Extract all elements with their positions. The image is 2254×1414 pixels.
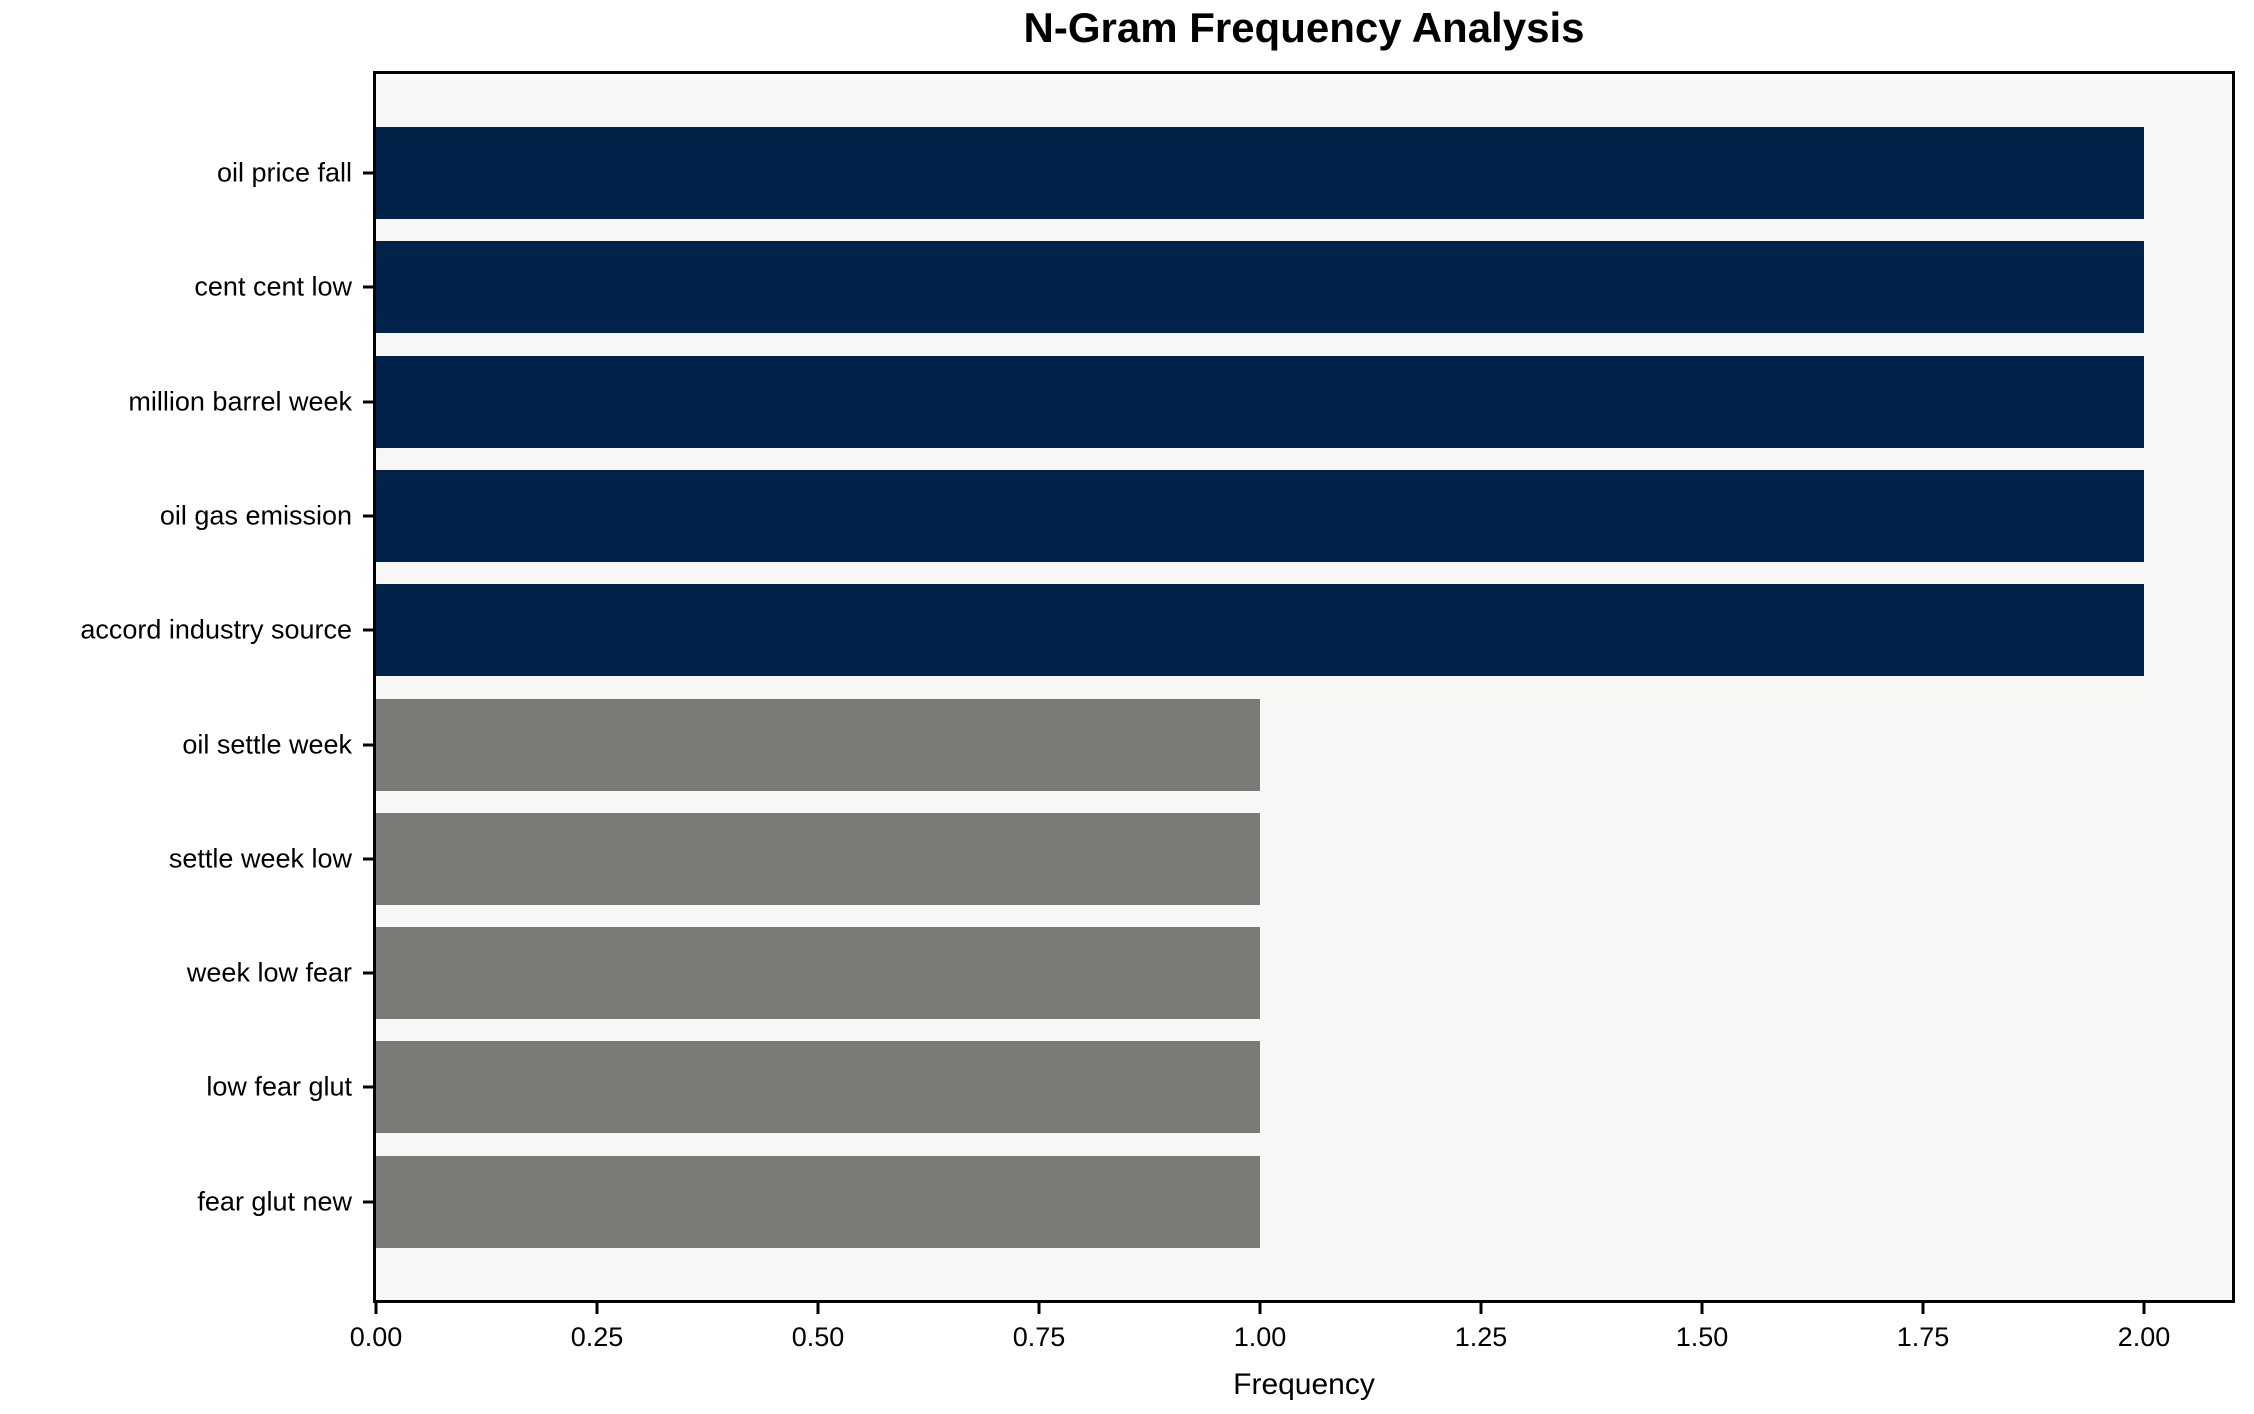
y-tick-mark bbox=[363, 171, 373, 175]
y-tick-mark bbox=[363, 743, 373, 747]
x-tick-label-1.25: 1.25 bbox=[1454, 1322, 1508, 1352]
y-tick-mark bbox=[363, 285, 373, 289]
x-tick-label-0.00: 0.00 bbox=[349, 1322, 403, 1352]
y-tick-label-low-fear-glut: low fear glut bbox=[206, 1071, 352, 1102]
bar-oil-price-fall bbox=[376, 127, 2144, 219]
x-tick-mark bbox=[1479, 1303, 1483, 1314]
y-tick-label-cent-cent-low: cent cent low bbox=[194, 271, 352, 302]
y-tick-mark bbox=[363, 628, 373, 632]
chart-title: N-Gram Frequency Analysis bbox=[1023, 4, 1585, 51]
x-tick-label-0.75: 0.75 bbox=[1012, 1322, 1066, 1352]
bar-million-barrel-week bbox=[376, 356, 2144, 448]
plot-area bbox=[373, 71, 2235, 1303]
y-tick-label-accord-industry-source: accord industry source bbox=[80, 614, 352, 645]
x-tick-label-1.00: 1.00 bbox=[1233, 1322, 1287, 1352]
y-tick-mark bbox=[363, 400, 373, 404]
y-tick-label-million-barrel-week: million barrel week bbox=[128, 386, 352, 417]
x-tick-mark bbox=[816, 1303, 820, 1314]
bar-cent-cent-low bbox=[376, 241, 2144, 333]
x-tick-mark bbox=[1258, 1303, 1262, 1314]
x-tick-mark bbox=[2142, 1303, 2146, 1314]
y-tick-mark bbox=[363, 1085, 373, 1089]
x-tick-mark bbox=[1700, 1303, 1704, 1314]
bar-oil-gas-emission bbox=[376, 470, 2144, 562]
y-tick-mark bbox=[363, 1200, 373, 1204]
y-tick-mark bbox=[363, 971, 373, 975]
x-axis-label: Frequency bbox=[1233, 1368, 1375, 1401]
y-tick-label-fear-glut-new: fear glut new bbox=[197, 1186, 352, 1217]
x-tick-mark bbox=[1037, 1303, 1041, 1314]
bar-week-low-fear bbox=[376, 927, 1260, 1019]
x-tick-mark bbox=[374, 1303, 378, 1314]
y-tick-label-oil-price-fall: oil price fall bbox=[216, 157, 352, 188]
bar-accord-industry-source bbox=[376, 584, 2144, 676]
bar-oil-settle-week bbox=[376, 699, 1260, 791]
y-tick-label-oil-gas-emission: oil gas emission bbox=[159, 500, 352, 531]
x-tick-mark bbox=[1921, 1303, 1925, 1314]
x-tick-label-0.25: 0.25 bbox=[570, 1322, 624, 1352]
bar-settle-week-low bbox=[376, 813, 1260, 905]
x-tick-label-2.00: 2.00 bbox=[2117, 1322, 2171, 1352]
y-tick-label-settle-week-low: settle week low bbox=[168, 843, 352, 874]
bar-low-fear-glut bbox=[376, 1041, 1260, 1133]
x-tick-label-1.75: 1.75 bbox=[1896, 1322, 1950, 1352]
y-tick-label-oil-settle-week: oil settle week bbox=[182, 729, 352, 760]
x-tick-label-1.50: 1.50 bbox=[1675, 1322, 1729, 1352]
y-tick-label-week-low-fear: week low fear bbox=[186, 957, 352, 988]
x-tick-label-0.50: 0.50 bbox=[791, 1322, 845, 1352]
bar-fear-glut-new bbox=[376, 1156, 1260, 1248]
x-tick-mark bbox=[595, 1303, 599, 1314]
y-tick-mark bbox=[363, 514, 373, 518]
y-tick-mark bbox=[363, 857, 373, 861]
